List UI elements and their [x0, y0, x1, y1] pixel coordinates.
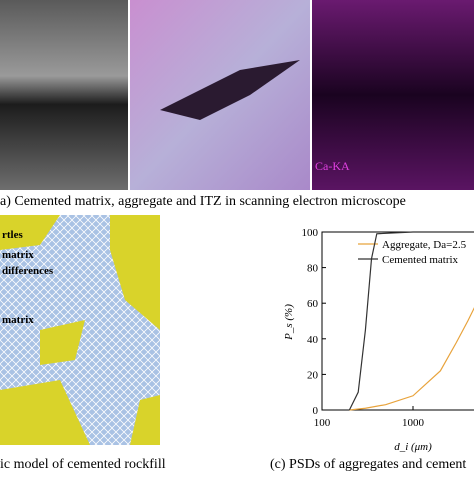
model-label: matrix: [2, 249, 34, 261]
caption: (c) PSDs of aggregates and cement: [270, 457, 466, 472]
eds-crack: [160, 60, 300, 120]
sem-image: [0, 0, 128, 190]
x-axis-label: d_i (μm): [394, 441, 432, 453]
map-label: Ca-KA: [315, 159, 350, 173]
x-tick-label: 1000: [402, 417, 425, 429]
legend-label: Aggregate, Da=2.5: [382, 239, 467, 251]
model-label: matrix: [2, 314, 34, 326]
x-tick-label: 100: [314, 417, 331, 429]
caption: a) Cemented matrix, aggregate and ITZ in…: [0, 194, 406, 209]
y-tick-label: 60: [307, 298, 319, 310]
y-tick-label: 0: [313, 405, 319, 417]
y-tick-label: 100: [302, 227, 319, 239]
legend-label: Cemented matrix: [382, 254, 459, 266]
caption: ic model of cemented rockfill: [0, 457, 166, 472]
y-axis-label: P_s (%): [283, 304, 295, 341]
y-tick-label: 40: [307, 334, 319, 346]
y-tick-label: 80: [307, 263, 319, 275]
ca-map: [312, 0, 474, 190]
model-label: differences: [2, 265, 54, 277]
y-tick-label: 20: [307, 369, 319, 381]
model-label: rtles: [2, 229, 23, 241]
aggregate: [0, 215, 160, 445]
series-line: [349, 307, 474, 411]
